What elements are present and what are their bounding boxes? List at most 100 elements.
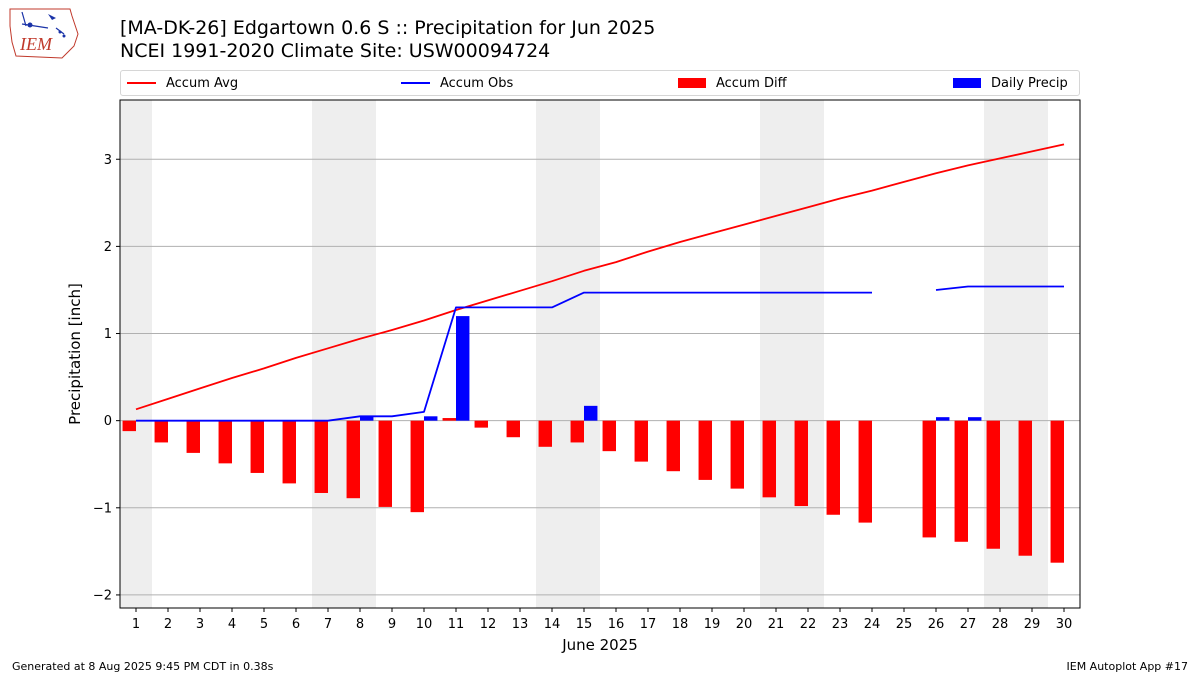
- accum-avg-line: [135, 143, 1065, 411]
- accum-diff-bar: [410, 420, 424, 513]
- iem-logo: IEM: [8, 6, 82, 60]
- generated-timestamp: Generated at 8 Aug 2025 9:45 PM CDT in 0…: [12, 660, 274, 673]
- weekend-band: [312, 100, 344, 608]
- legend-item-daily-precip: Daily Precip: [953, 74, 1068, 92]
- x-tick-label: 29: [1024, 617, 1041, 632]
- x-tick-label: 13: [512, 617, 529, 632]
- chart-title: [MA-DK-26] Edgartown 0.6 S :: Precipitat…: [120, 17, 656, 39]
- accum-diff-bar: [1050, 420, 1064, 563]
- accum-diff-bar: [986, 420, 1000, 549]
- x-tick-label: 19: [704, 617, 721, 632]
- legend-swatch-accum-diff: [678, 78, 706, 88]
- accum-diff-bar: [474, 420, 488, 428]
- weekend-band: [120, 100, 152, 608]
- legend-label-accum-obs: Accum Obs: [440, 75, 514, 91]
- legend-item-accum-avg: Accum Avg: [127, 74, 238, 92]
- daily-precip-bar: [456, 316, 470, 421]
- x-tick-label: 8: [356, 617, 364, 632]
- x-axis-label: June 2025: [561, 636, 638, 654]
- accum-diff-bar: [698, 420, 712, 480]
- x-tick-label: 4: [228, 617, 236, 632]
- legend-swatch-accum-avg: [127, 82, 156, 84]
- accum-diff-bar: [730, 420, 744, 489]
- logo-text: IEM: [19, 34, 53, 54]
- x-tick-label: 28: [992, 617, 1009, 632]
- accum-diff-bar: [954, 420, 968, 542]
- weekend-band: [792, 100, 824, 608]
- y-tick-label: 3: [104, 153, 112, 168]
- x-tick-label: 21: [768, 617, 785, 632]
- x-tick-label: 12: [480, 617, 497, 632]
- accum-diff-bar: [922, 420, 936, 538]
- y-axis-label: Precipitation [inch]: [66, 283, 84, 425]
- accum-diff-bar: [154, 420, 168, 443]
- y-tick-label: 1: [104, 327, 112, 342]
- accum-diff-bar: [346, 420, 360, 499]
- weekend-band: [568, 100, 600, 608]
- legend-label-accum-avg: Accum Avg: [166, 75, 239, 91]
- accum-diff-bar: [378, 420, 392, 507]
- legend-label-daily-precip: Daily Precip: [991, 75, 1068, 91]
- accum-diff-bar: [826, 420, 840, 515]
- chart-subtitle: NCEI 1991-2020 Climate Site: USW00094724: [120, 40, 551, 62]
- accum-diff-bar: [218, 420, 232, 464]
- x-tick-label: 22: [800, 617, 817, 632]
- accum-diff-bar: [858, 420, 872, 523]
- accum-diff-bar: [634, 420, 648, 462]
- legend-label-accum-diff: Accum Diff: [716, 75, 787, 91]
- plot-layer: [120, 100, 1080, 608]
- accum-diff-bar: [538, 420, 552, 447]
- accum-diff-bar: [602, 420, 616, 452]
- x-tick-label: 30: [1056, 617, 1073, 632]
- x-tick-label: 1: [132, 617, 140, 632]
- accum-diff-bar: [442, 418, 456, 421]
- x-tick-label: 11: [448, 617, 465, 632]
- weekend-band: [760, 100, 792, 608]
- accum-diff-bar: [1018, 420, 1032, 556]
- accum-diff-bar: [666, 420, 680, 472]
- app-label: IEM Autoplot App #17: [1066, 660, 1189, 673]
- x-tick-label: 23: [832, 617, 849, 632]
- x-tick-label: 27: [960, 617, 977, 632]
- legend-item-accum-diff: Accum Diff: [678, 74, 787, 92]
- y-tick-label: −1: [93, 501, 112, 516]
- daily-precip-bar: [424, 416, 438, 421]
- x-tick-label: 2: [164, 617, 172, 632]
- chart-legend: Accum Avg Accum Obs Accum Diff Daily Pre…: [120, 70, 1080, 96]
- accum-diff-bar: [570, 420, 584, 443]
- accum-diff-bar: [314, 420, 328, 493]
- daily-precip-bar: [360, 416, 374, 421]
- x-tick-label: 14: [544, 617, 561, 632]
- x-tick-label: 10: [416, 617, 433, 632]
- x-tick-label: 24: [864, 617, 881, 632]
- x-tick-label: 17: [640, 617, 657, 632]
- accum-diff-bar: [794, 420, 808, 507]
- accum-diff-bar: [250, 420, 264, 473]
- x-tick-label: 9: [388, 617, 396, 632]
- accum-obs-line: [136, 291, 872, 422]
- plot-frame: [119, 99, 1081, 609]
- x-tick-label: 26: [928, 617, 945, 632]
- weekend-band: [344, 100, 376, 608]
- accum-diff-bar: [282, 420, 296, 484]
- accum-diff-bar: [122, 420, 136, 432]
- daily-precip-bar: [936, 417, 950, 421]
- daily-precip-bar: [584, 405, 598, 421]
- x-tick-label: 16: [608, 617, 625, 632]
- x-tick-label: 5: [260, 617, 268, 632]
- y-tick-label: 2: [104, 240, 112, 255]
- y-tick-label: −2: [93, 588, 112, 603]
- legend-swatch-accum-obs: [401, 82, 430, 84]
- x-tick-label: 25: [896, 617, 913, 632]
- x-tick-label: 7: [324, 617, 332, 632]
- x-tick-label: 3: [196, 617, 204, 632]
- accum-obs-line: [935, 285, 1064, 291]
- x-tick-label: 15: [576, 617, 593, 632]
- y-tick-label: 0: [104, 414, 112, 429]
- accum-diff-bar: [506, 420, 520, 438]
- daily-precip-bar: [968, 417, 982, 421]
- legend-item-accum-obs: Accum Obs: [401, 74, 513, 92]
- x-tick-label: 20: [736, 617, 753, 632]
- accum-diff-bar: [186, 420, 200, 453]
